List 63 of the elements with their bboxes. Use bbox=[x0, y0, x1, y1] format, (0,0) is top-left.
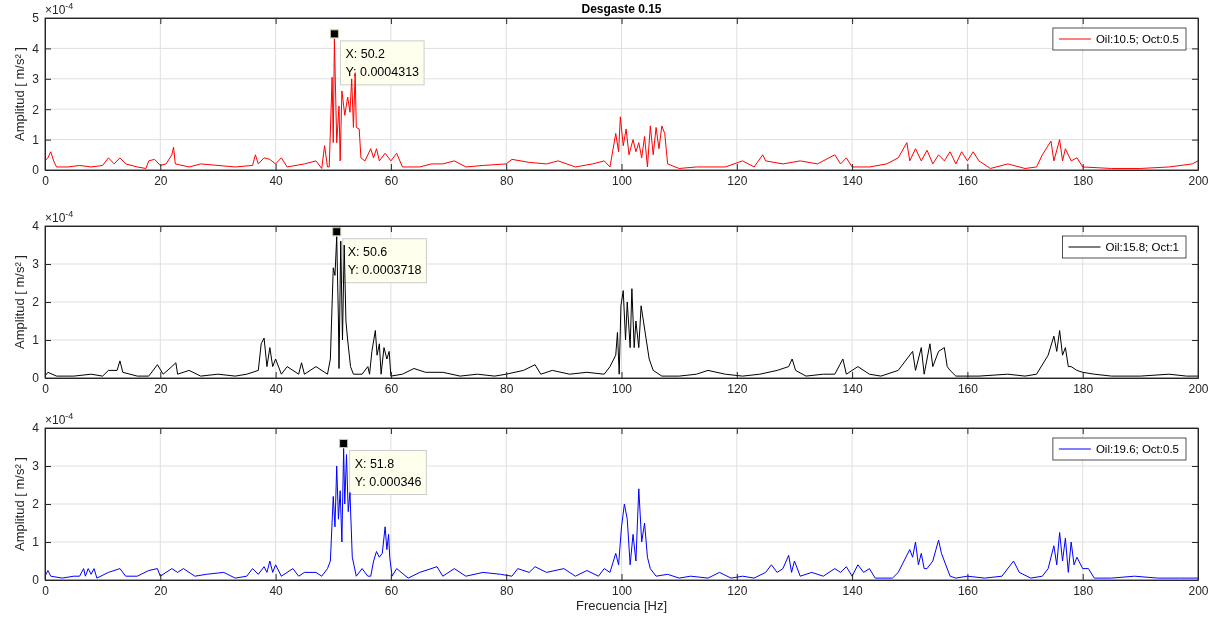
y-axis-title: Amplitud [ m/s² ] bbox=[12, 47, 27, 141]
text: ×10$^{-4}$ bbox=[45, 1, 74, 17]
x-tick-label: 20 bbox=[154, 381, 168, 396]
y-tick-label: 1 bbox=[32, 535, 40, 550]
x-tick-label: 100 bbox=[611, 583, 633, 598]
legend-label: Oil:15.8; Oct:1 bbox=[1105, 241, 1179, 253]
x-tick-label: 60 bbox=[384, 583, 399, 598]
y-tick-label: 3 bbox=[32, 459, 40, 474]
y-tick-label: 2 bbox=[32, 295, 40, 310]
x-tick-label: 100 bbox=[611, 173, 633, 188]
x-tick-label: 40 bbox=[269, 583, 284, 598]
x-tick-label: 200 bbox=[1188, 381, 1209, 396]
legend-label: Oil:19.6; Oct:0.5 bbox=[1095, 443, 1179, 455]
y-tick-label: 5 bbox=[32, 11, 40, 26]
x-tick-label: 200 bbox=[1188, 173, 1209, 188]
y-tick-label: 4 bbox=[32, 41, 40, 56]
x-tick-label: 0 bbox=[42, 583, 50, 598]
annotation: X: 51.8 Y: 0.000346 bbox=[354, 456, 422, 489]
annotation: X: 50.2 Y: 0.0004313 bbox=[345, 46, 420, 79]
y-axis-title: Amplitud [ m/s² ] bbox=[12, 457, 27, 551]
x-tick-label: 160 bbox=[957, 173, 979, 188]
x-axis-title: Frecuencia [Hz] bbox=[575, 598, 668, 613]
chart-title: Desgaste 0.15 bbox=[581, 2, 662, 16]
y-tick-label: 0 bbox=[32, 371, 40, 386]
x-tick-label: 80 bbox=[500, 583, 514, 598]
y-tick-label: 1 bbox=[32, 132, 40, 147]
text: ×10$^{-4}$ bbox=[45, 411, 74, 427]
x-tick-label: 200 bbox=[1188, 583, 1209, 598]
y-tick-label: 0 bbox=[32, 573, 40, 588]
x-tick-label: 180 bbox=[1073, 173, 1094, 188]
x-tick-label: 160 bbox=[957, 381, 979, 396]
x-tick-label: 0 bbox=[42, 381, 50, 396]
x-tick-label: 140 bbox=[842, 173, 863, 188]
x-tick-label: 120 bbox=[727, 173, 748, 188]
x-tick-label: 120 bbox=[727, 583, 748, 598]
x-tick-label: 140 bbox=[842, 381, 863, 396]
y-tick-label: 2 bbox=[32, 497, 40, 512]
x-tick-label: 20 bbox=[154, 583, 168, 598]
x-tick-label: 80 bbox=[500, 381, 514, 396]
x-tick-label: 40 bbox=[269, 173, 284, 188]
y-tick-label: 4 bbox=[32, 219, 40, 234]
x-tick-label: 120 bbox=[727, 381, 748, 396]
x-tick-label: 20 bbox=[154, 173, 168, 188]
y-tick-label: 2 bbox=[32, 102, 40, 117]
x-tick-label: 40 bbox=[269, 381, 284, 396]
legend-label: Oil:10.5; Oct:0.5 bbox=[1095, 33, 1179, 45]
y-tick-label: 0 bbox=[32, 163, 40, 178]
x-tick-label: 80 bbox=[500, 173, 514, 188]
y-tick-label: 1 bbox=[32, 333, 40, 348]
y-tick-label: 3 bbox=[32, 257, 40, 272]
x-tick-label: 180 bbox=[1073, 381, 1094, 396]
y-tick-label: 3 bbox=[32, 72, 40, 87]
x-tick-label: 180 bbox=[1073, 583, 1094, 598]
y-axis-title: Amplitud [ m/s² ] bbox=[12, 255, 27, 349]
x-tick-label: 160 bbox=[957, 583, 979, 598]
x-tick-label: 60 bbox=[384, 173, 399, 188]
x-tick-label: 60 bbox=[384, 381, 399, 396]
x-tick-label: 100 bbox=[611, 381, 633, 396]
text: ×10$^{-4}$ bbox=[45, 209, 74, 225]
annotation: X: 50.6 Y: 0.0003718 bbox=[347, 244, 422, 277]
x-tick-label: 140 bbox=[842, 583, 863, 598]
x-tick-label: 0 bbox=[42, 173, 50, 188]
y-tick-label: 4 bbox=[32, 421, 40, 436]
